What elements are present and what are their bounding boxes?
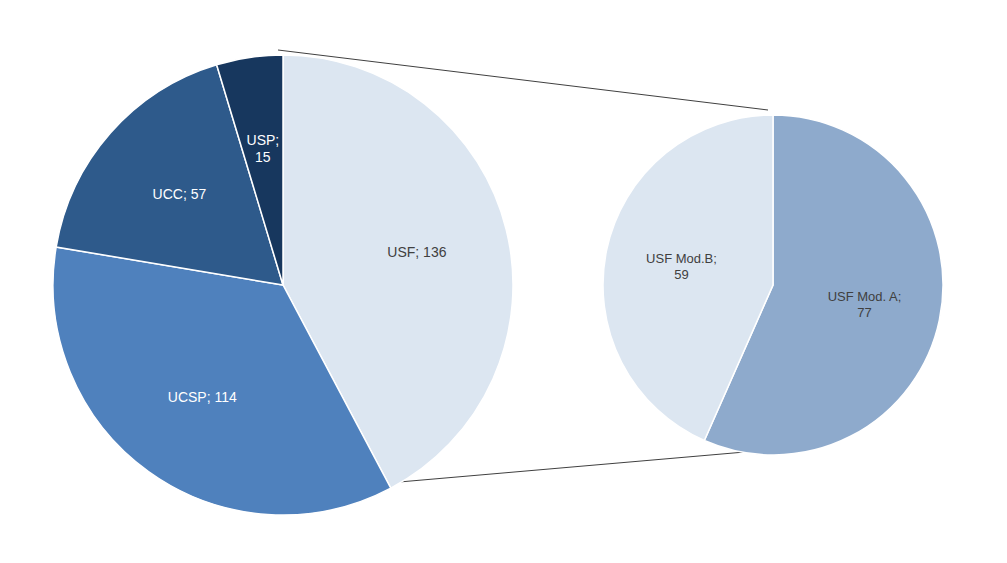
svg-text:USF Mod. A;77: USF Mod. A;77 [828, 289, 902, 320]
svg-text:UCSP; 114: UCSP; 114 [168, 389, 237, 405]
svg-text:UCC; 57: UCC; 57 [153, 186, 207, 202]
svg-text:USF; 136: USF; 136 [387, 244, 446, 260]
svg-text:USP;15: USP;15 [247, 132, 280, 165]
svg-text:USF Mod.B;59: USF Mod.B;59 [646, 250, 717, 281]
